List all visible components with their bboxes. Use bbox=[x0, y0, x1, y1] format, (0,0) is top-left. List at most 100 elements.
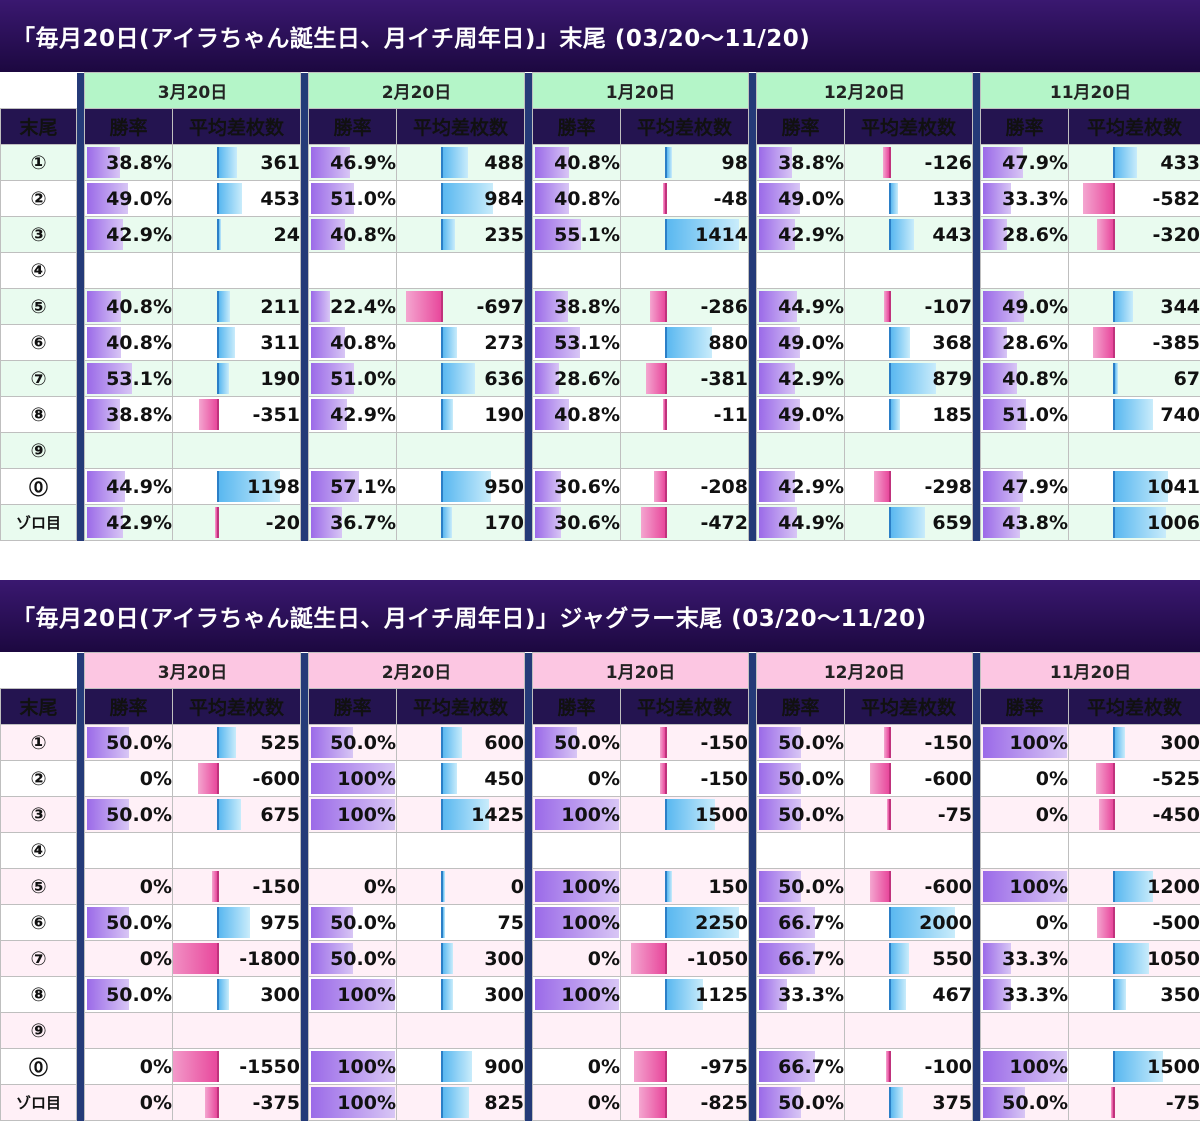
avg-diff-bar bbox=[1113, 943, 1150, 974]
win-rate-cell bbox=[980, 832, 1070, 869]
avg-diff-bar bbox=[665, 907, 739, 938]
avg-diff-value: -472 bbox=[700, 511, 748, 534]
avg-diff-cell: 2250 bbox=[620, 904, 749, 941]
column-separator bbox=[748, 940, 757, 977]
column-separator bbox=[748, 724, 757, 761]
avg-diff-value: -150 bbox=[252, 875, 300, 898]
column-separator bbox=[972, 904, 981, 941]
column-separator bbox=[748, 832, 757, 869]
avg-diff-header: 平均差枚数 bbox=[843, 108, 974, 145]
corner-blank bbox=[0, 72, 77, 109]
win-rate-bar bbox=[759, 907, 815, 938]
avg-diff-header: 平均差枚数 bbox=[843, 688, 974, 725]
avg-diff-cell: -500 bbox=[1068, 904, 1200, 941]
avg-diff-value: 433 bbox=[1160, 151, 1200, 174]
win-rate-cell: 42.9% bbox=[756, 468, 845, 505]
win-rate-bar bbox=[983, 943, 1012, 974]
avg-diff-bar bbox=[665, 871, 672, 902]
win-rate-value: 38.8% bbox=[778, 151, 844, 174]
win-rate-cell: 22.4% bbox=[308, 288, 397, 325]
avg-diff-cell: -1550 bbox=[172, 1048, 301, 1085]
avg-diff-bar bbox=[889, 363, 936, 394]
win-rate-cell: 40.8% bbox=[532, 180, 621, 217]
avg-diff-value: 1198 bbox=[247, 475, 300, 498]
avg-diff-cell: 550 bbox=[843, 940, 974, 977]
win-rate-value: 40.8% bbox=[554, 403, 620, 426]
win-rate-cell: 38.8% bbox=[756, 144, 845, 181]
win-rate-cell: 50.0% bbox=[756, 724, 845, 761]
avg-diff-value: 525 bbox=[260, 731, 300, 754]
avg-diff-bar bbox=[889, 507, 925, 538]
win-rate-cell: 53.1% bbox=[532, 324, 621, 361]
tail-label: ⓪ bbox=[0, 468, 77, 505]
win-rate-cell: 49.0% bbox=[756, 180, 845, 217]
column-separator bbox=[972, 1048, 981, 1085]
win-rate-value: 53.1% bbox=[554, 331, 620, 354]
avg-diff-value: 488 bbox=[484, 151, 524, 174]
avg-diff-bar bbox=[639, 1087, 667, 1118]
tail-label: ② bbox=[0, 760, 77, 797]
win-rate-cell: 50.0% bbox=[84, 724, 173, 761]
win-rate-value: 40.8% bbox=[106, 295, 172, 318]
win-rate-value: 42.9% bbox=[778, 223, 844, 246]
win-rate-value: 100% bbox=[337, 983, 396, 1006]
avg-diff-bar bbox=[874, 471, 891, 502]
column-separator bbox=[300, 468, 309, 505]
win-rate-cell: 100% bbox=[308, 976, 397, 1013]
column-separator bbox=[300, 144, 309, 181]
column-separator bbox=[300, 652, 309, 689]
win-rate-header: 勝率 bbox=[756, 108, 845, 145]
avg-diff-bar bbox=[660, 763, 667, 794]
tail-label: ⑦ bbox=[0, 940, 77, 977]
column-separator bbox=[76, 504, 85, 541]
win-rate-cell: 100% bbox=[980, 724, 1070, 761]
table-row: ① 38.8% 361 46.9% 488 40.8% 98 38.8% -126 47.9% 43… bbox=[0, 144, 1200, 181]
tail-label: ⑤ bbox=[0, 868, 77, 905]
table-row: ⑧ 50.0% 300 100% 300 100% 1125 33.3% 467 33.3% 350 bbox=[0, 976, 1200, 1013]
win-rate-cell: 66.7% bbox=[756, 904, 845, 941]
avg-diff-cell bbox=[843, 432, 974, 469]
win-rate-cell: 0% bbox=[84, 1048, 173, 1085]
win-rate-bar bbox=[311, 979, 395, 1010]
win-rate-value: 50.0% bbox=[106, 803, 172, 826]
win-rate-cell: 55.1% bbox=[532, 216, 621, 253]
avg-diff-cell: 880 bbox=[620, 324, 749, 361]
avg-diff-bar bbox=[217, 727, 236, 758]
column-separator bbox=[300, 504, 309, 541]
win-rate-bar bbox=[311, 727, 353, 758]
win-rate-cell: 0% bbox=[84, 940, 173, 977]
win-rate-bar bbox=[759, 507, 797, 538]
avg-diff-cell: 1125 bbox=[620, 976, 749, 1013]
win-rate-value: 50.0% bbox=[778, 803, 844, 826]
win-rate-cell: 51.0% bbox=[308, 360, 397, 397]
win-rate-cell: 33.3% bbox=[980, 180, 1070, 217]
win-rate-cell bbox=[532, 832, 621, 869]
avg-diff-value: 190 bbox=[484, 403, 524, 426]
column-separator bbox=[748, 1012, 757, 1049]
tail-label: ⑨ bbox=[0, 432, 77, 469]
win-rate-value: 30.6% bbox=[554, 511, 620, 534]
avg-diff-bar bbox=[1113, 363, 1119, 394]
win-rate-cell: 42.9% bbox=[84, 504, 173, 541]
win-rate-cell: 53.1% bbox=[84, 360, 173, 397]
column-separator bbox=[300, 108, 309, 145]
avg-diff-cell: 344 bbox=[1068, 288, 1200, 325]
win-rate-cell: 50.0% bbox=[308, 940, 397, 977]
win-rate-value: 43.8% bbox=[1002, 511, 1069, 534]
win-rate-value: 22.4% bbox=[330, 295, 396, 318]
win-rate-bar bbox=[759, 471, 795, 502]
avg-diff-value: 375 bbox=[932, 1091, 973, 1114]
win-rate-value: 30.6% bbox=[554, 475, 620, 498]
win-rate-value: 0% bbox=[139, 1091, 172, 1114]
avg-diff-cell: -472 bbox=[620, 504, 749, 541]
win-rate-cell: 100% bbox=[308, 796, 397, 833]
win-rate-cell: 0% bbox=[532, 760, 621, 797]
win-rate-value: 40.8% bbox=[330, 331, 396, 354]
avg-diff-cell: 75 bbox=[396, 904, 525, 941]
column-separator bbox=[300, 724, 309, 761]
avg-diff-bar bbox=[441, 327, 457, 358]
avg-diff-bar bbox=[870, 763, 891, 794]
avg-diff-bar bbox=[199, 399, 219, 430]
avg-diff-bar bbox=[217, 471, 280, 502]
win-rate-value: 51.0% bbox=[330, 367, 396, 390]
